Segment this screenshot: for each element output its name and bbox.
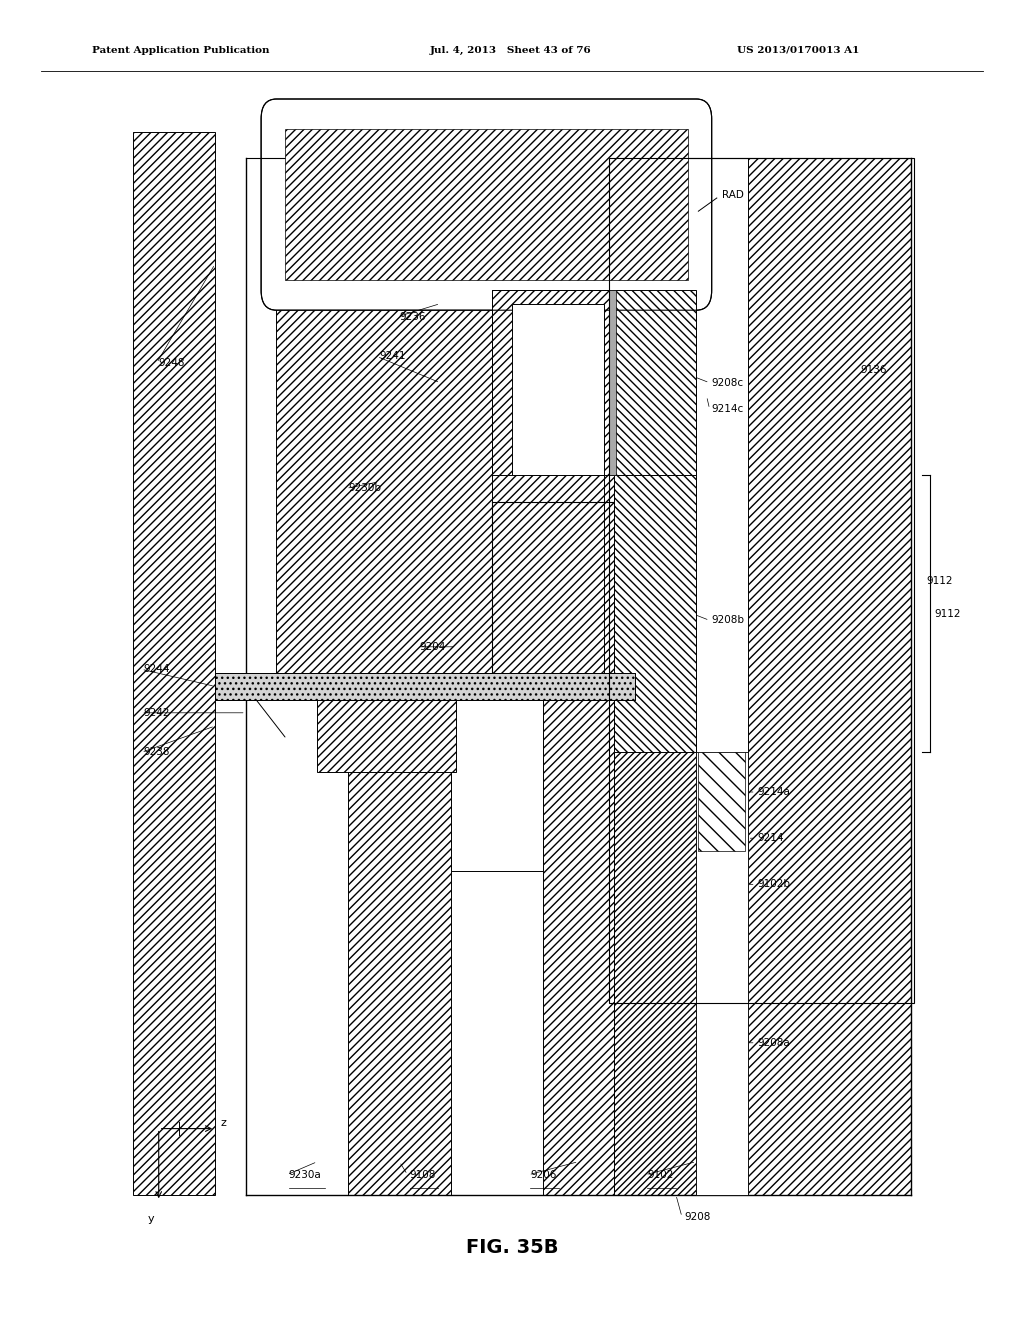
Text: 9256: 9256 [525, 384, 552, 395]
Bar [696, 752, 748, 1195]
Text: 9112: 9112 [934, 609, 961, 619]
Text: Jul. 4, 2013   Sheet 43 of 76: Jul. 4, 2013 Sheet 43 of 76 [430, 46, 592, 54]
Text: US 2013/0170013 A1: US 2013/0170013 A1 [737, 46, 860, 54]
Text: RAD: RAD [722, 190, 743, 201]
Bar [492, 290, 614, 475]
Text: 9230c: 9230c [584, 206, 615, 216]
Text: 9244: 9244 [143, 664, 170, 675]
FancyBboxPatch shape [261, 99, 712, 310]
Bar [609, 290, 616, 475]
Text: 9208c: 9208c [712, 378, 743, 388]
Text: 9208: 9208 [684, 1212, 711, 1222]
Text: 9136: 9136 [860, 364, 887, 375]
Text: Patent Application Publication: Patent Application Publication [92, 46, 269, 54]
Text: 9108: 9108 [410, 1170, 436, 1180]
Text: 9238: 9238 [143, 747, 170, 758]
Bar [348, 158, 451, 1195]
Bar [543, 158, 614, 1195]
Bar [492, 290, 614, 502]
Text: 9241: 9241 [379, 351, 406, 362]
Bar [215, 673, 635, 700]
Text: 9242: 9242 [143, 708, 170, 718]
Text: 9112: 9112 [927, 576, 953, 586]
Bar [748, 158, 911, 1195]
Text: 9230b: 9230b [348, 483, 381, 494]
Text: 9204: 9204 [420, 642, 446, 652]
Bar [317, 700, 456, 772]
Bar [215, 673, 635, 700]
Text: 9206: 9206 [530, 1170, 557, 1180]
Bar [614, 475, 696, 752]
Bar [698, 752, 745, 851]
Text: 9256: 9256 [525, 384, 552, 395]
Bar [512, 304, 604, 475]
Text: 9102: 9102 [647, 1170, 674, 1180]
Text: 9338: 9338 [374, 721, 400, 731]
Text: 9214a: 9214a [758, 787, 791, 797]
Text: y: y [147, 1214, 154, 1225]
Bar [276, 290, 604, 673]
Bar [609, 158, 914, 1003]
Bar [133, 132, 215, 1195]
Bar [451, 158, 543, 871]
Bar [614, 290, 696, 475]
Text: 9230a: 9230a [289, 1170, 322, 1180]
Text: FIG. 35B: FIG. 35B [466, 1238, 558, 1257]
Text: 9102: 9102 [647, 1170, 674, 1180]
Text: 9248: 9248 [159, 358, 185, 368]
Text: 9214: 9214 [758, 833, 784, 843]
Text: 9102b: 9102b [758, 879, 791, 890]
Text: 9208a: 9208a [758, 1038, 791, 1048]
Text: 9208b: 9208b [712, 615, 744, 626]
Text: 9206: 9206 [530, 1170, 557, 1180]
Text: 9108: 9108 [410, 1170, 436, 1180]
Text: 9214c: 9214c [712, 404, 743, 414]
Text: 9230a: 9230a [289, 1170, 322, 1180]
Bar [614, 158, 696, 1195]
Bar [285, 129, 688, 280]
Text: 9236: 9236 [399, 312, 426, 322]
Text: 9230c: 9230c [584, 206, 615, 216]
Text: z: z [220, 1118, 226, 1129]
